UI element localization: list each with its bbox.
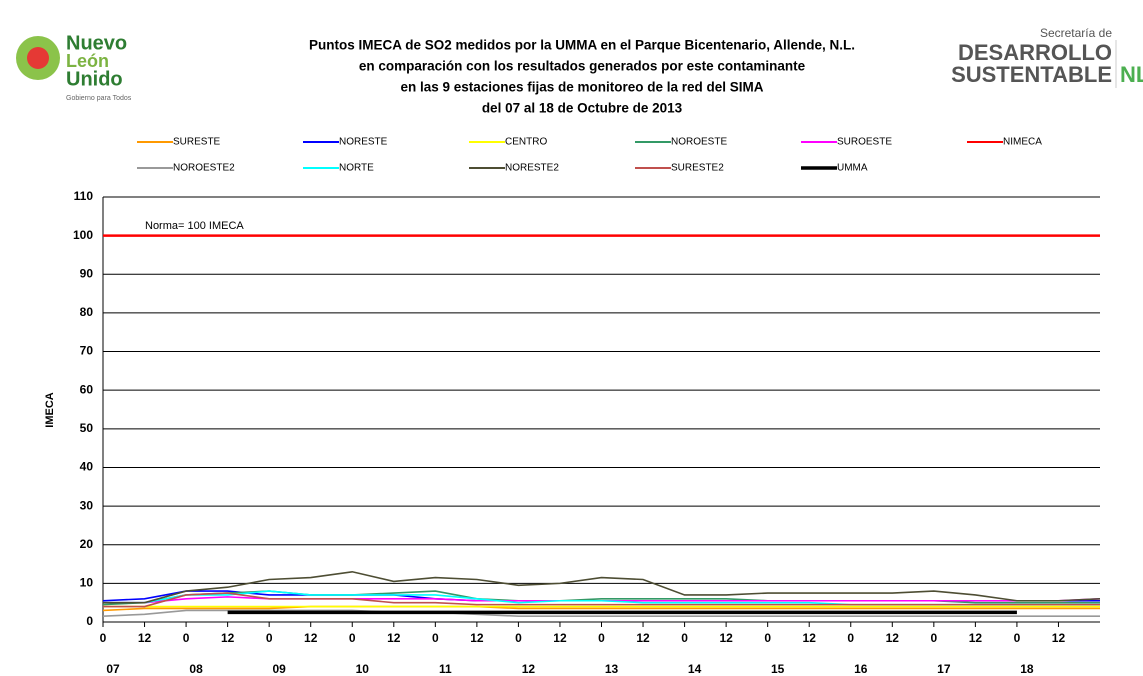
x-tick-label: 12 (1052, 631, 1066, 645)
x-tick-label: 12 (553, 631, 567, 645)
logo-text: Secretaría de (1040, 26, 1112, 40)
y-tick-label: 90 (80, 266, 94, 280)
x-day-label: 15 (771, 662, 785, 676)
legend-label: NIMECA (1003, 137, 1042, 148)
x-tick-label: 12 (138, 631, 152, 645)
logo-text: León (66, 51, 109, 71)
logo-text: Nuevo (66, 32, 127, 54)
x-day-label: 17 (937, 662, 951, 676)
legend-label: NORESTE (339, 137, 388, 148)
y-tick-label: 80 (80, 305, 94, 319)
x-tick-label: 0 (930, 631, 937, 645)
logo-text: SUSTENTABLE (951, 62, 1112, 87)
chart-title: del 07 al 18 de Octubre de 2013 (482, 101, 683, 116)
y-tick-label: 10 (80, 576, 94, 590)
x-tick-label: 0 (681, 631, 688, 645)
logo-right: Secretaría de DESARROLLO SUSTENTABLE NL (951, 26, 1143, 88)
x-day-label: 13 (605, 662, 619, 676)
y-tick-label: 110 (74, 189, 94, 203)
x-day-label: 18 (1020, 662, 1034, 676)
chart-title: Puntos IMECA de SO2 medidos por la UMMA … (309, 38, 855, 53)
x-day-label: 07 (106, 662, 120, 676)
x-day-label: 12 (522, 662, 536, 676)
x-day-label: 14 (688, 662, 702, 676)
annotation: Norma= 100 IMECA (145, 220, 244, 232)
x-tick-label: 12 (886, 631, 900, 645)
logo-left: Nuevo León Unido Gobierno para Todos (16, 32, 132, 102)
x-tick-label: 12 (969, 631, 983, 645)
x-tick-label: 0 (432, 631, 439, 645)
legend-label: NOROESTE2 (173, 163, 235, 174)
x-tick-label: 0 (349, 631, 356, 645)
series-line (103, 570, 1101, 604)
x-tick-label: 0 (598, 631, 605, 645)
y-tick-label: 100 (73, 228, 93, 242)
y-tick-label: 20 (80, 537, 94, 551)
series-line (102, 605, 1100, 612)
legend-label: CENTRO (505, 137, 547, 148)
logo-text: Unido (66, 68, 123, 90)
chart-title: en comparación con los resultados genera… (359, 59, 806, 74)
x-tick-label: 0 (764, 631, 771, 645)
y-tick-label: 50 (80, 421, 94, 435)
series-line (103, 592, 1100, 608)
x-day-label: 10 (356, 662, 370, 676)
x-tick-label: 12 (719, 631, 733, 645)
x-tick-label: 12 (470, 631, 484, 645)
x-day-label: 11 (439, 662, 452, 676)
x-tick-label: 12 (221, 631, 235, 645)
legend-label: UMMA (837, 163, 868, 174)
y-tick-label: 70 (80, 344, 94, 358)
x-tick-label: 0 (100, 631, 107, 645)
legend-label: SUROESTE (837, 137, 892, 148)
logo-text: Gobierno para Todos (66, 95, 132, 102)
x-tick-label: 12 (803, 631, 817, 645)
logo-text: NL (1120, 62, 1143, 87)
x-tick-label: 0 (266, 631, 273, 645)
x-tick-label: 12 (304, 631, 318, 645)
series-line (102, 609, 1100, 618)
legend-label: NORESTE2 (505, 163, 559, 174)
logo-text: DESARROLLO (958, 40, 1112, 65)
legend-label: SURESTE (173, 137, 221, 148)
y-tick-label: 60 (80, 382, 94, 396)
x-tick-label: 0 (515, 631, 522, 645)
chart-title: en las 9 estaciones fijas de monitoreo d… (400, 80, 763, 95)
y-tick-label: 30 (80, 498, 94, 512)
y-tick-label: 40 (80, 460, 94, 474)
x-tick-label: 0 (1014, 631, 1021, 645)
y-tick-label: 0 (86, 614, 93, 628)
x-day-label: 08 (189, 662, 203, 676)
logo-emblem-center (27, 47, 49, 69)
legend-label: NORTE (339, 163, 374, 174)
x-tick-label: 0 (183, 631, 190, 645)
legend-label: NOROESTE (671, 137, 727, 148)
legend-label: SURESTE2 (671, 163, 724, 174)
x-tick-label: 12 (387, 631, 401, 645)
x-tick-label: 12 (636, 631, 650, 645)
x-day-label: 09 (272, 662, 286, 676)
x-day-label: 16 (854, 662, 868, 676)
y-axis-label: IMECA (44, 392, 56, 428)
x-tick-label: 0 (847, 631, 854, 645)
